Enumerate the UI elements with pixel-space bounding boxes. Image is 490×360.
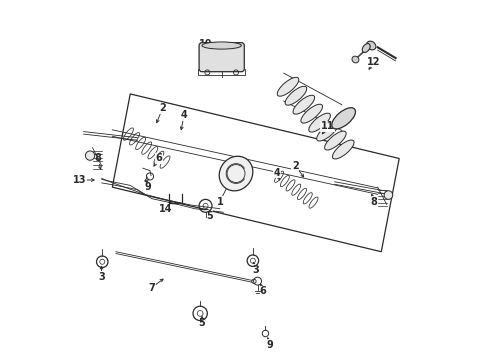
Text: 3: 3: [252, 265, 259, 275]
Text: 10: 10: [199, 39, 212, 49]
Text: 3: 3: [98, 272, 105, 282]
Ellipse shape: [317, 122, 338, 141]
Ellipse shape: [277, 77, 299, 96]
Text: 6: 6: [260, 286, 266, 296]
Ellipse shape: [352, 56, 359, 63]
Ellipse shape: [362, 44, 370, 53]
Text: 4: 4: [274, 168, 281, 178]
Ellipse shape: [367, 41, 376, 50]
Text: 2: 2: [292, 161, 298, 171]
Ellipse shape: [202, 42, 242, 49]
Ellipse shape: [293, 95, 315, 114]
Ellipse shape: [324, 131, 346, 150]
FancyBboxPatch shape: [199, 42, 245, 72]
Text: 2: 2: [159, 103, 166, 113]
Ellipse shape: [219, 156, 253, 191]
Text: 1: 1: [217, 197, 223, 207]
Text: 4: 4: [181, 111, 187, 121]
Text: 11: 11: [321, 121, 334, 131]
Ellipse shape: [309, 113, 330, 132]
Ellipse shape: [285, 86, 307, 105]
Circle shape: [384, 191, 393, 199]
Text: 8: 8: [95, 153, 101, 163]
Text: 5: 5: [206, 211, 213, 221]
Text: 7: 7: [148, 283, 155, 293]
Text: 14: 14: [159, 204, 173, 214]
Text: 6: 6: [155, 153, 162, 163]
Circle shape: [85, 151, 95, 160]
Text: 13: 13: [74, 175, 87, 185]
Ellipse shape: [332, 140, 354, 159]
Text: 12: 12: [368, 57, 381, 67]
Text: 9: 9: [267, 340, 273, 350]
Text: 8: 8: [370, 197, 377, 207]
Ellipse shape: [301, 104, 322, 123]
Text: 9: 9: [145, 182, 151, 192]
Ellipse shape: [332, 108, 355, 129]
Text: 5: 5: [198, 319, 205, 328]
